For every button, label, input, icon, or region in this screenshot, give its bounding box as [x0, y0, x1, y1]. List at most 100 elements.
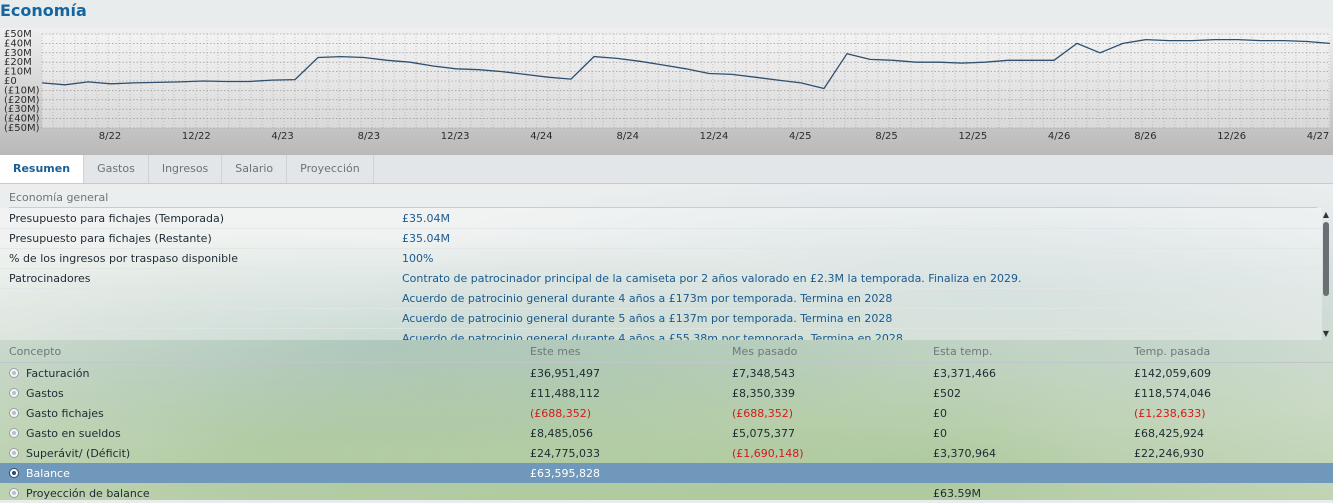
x-tick-label: 8/22 — [99, 131, 121, 142]
cell: £22,246,930 — [1134, 447, 1204, 460]
tab-salario[interactable]: Salario — [222, 155, 288, 183]
cell: £3,370,964 — [933, 447, 996, 460]
table-row-selected[interactable]: Balance £63,595,828 — [0, 463, 1333, 483]
tab-proyeccion[interactable]: Proyección — [287, 155, 374, 183]
x-tick-label: 8/23 — [358, 131, 380, 142]
tab-ingresos[interactable]: Ingresos — [149, 155, 223, 183]
row-label: Balance — [26, 467, 70, 480]
x-tick-label: 8/26 — [1134, 131, 1156, 142]
radio-icon[interactable] — [9, 428, 19, 438]
info-value: £35.04M — [402, 212, 450, 225]
vertical-scrollbar[interactable]: ▲ ▼ — [1319, 210, 1333, 338]
table-row[interactable]: Gastos £11,488,112 £8,350,339 £502 £118,… — [0, 383, 1333, 403]
info-value: 100% — [402, 252, 434, 265]
x-tick-label: 4/24 — [530, 131, 552, 142]
tab-bar: Resumen Gastos Ingresos Salario Proyecci… — [0, 155, 1333, 184]
cell: £0 — [933, 407, 947, 420]
info-label: % de los ingresos por traspaso disponibl… — [9, 252, 238, 265]
info-value: £35.04M — [402, 232, 450, 245]
balance-chart-svg: £50M£40M£30M£20M£10M£0(£10M)(£20M)(£30M)… — [0, 28, 1333, 155]
cell: £0 — [933, 427, 947, 440]
column-header[interactable]: Mes pasado — [732, 345, 798, 358]
x-tick-label: 4/23 — [271, 131, 293, 142]
cell: (£688,352) — [530, 407, 592, 420]
cell: £502 — [933, 387, 961, 400]
row-label: Proyección de balance — [26, 487, 150, 500]
column-header[interactable]: Concepto — [9, 345, 62, 358]
scroll-down-icon[interactable]: ▼ — [1322, 329, 1330, 338]
cell: (£1,690,148) — [732, 447, 804, 460]
section-heading: Economía general — [9, 191, 109, 204]
y-tick-label: £50M — [4, 29, 32, 40]
row-label: Gasto fichajes — [26, 407, 104, 420]
info-label: Patrocinadores — [9, 272, 91, 285]
info-row: Acuerdo de patrocinio general durante 4 … — [0, 328, 1322, 340]
radio-icon[interactable] — [9, 468, 19, 478]
balance-chart: £50M £40M £30M £20M £10M £0 (£10M) (£20M) (£30M)… — [0, 28, 1333, 155]
cell: (£688,352) — [732, 407, 794, 420]
x-tick-label: 8/25 — [875, 131, 897, 142]
cell: £36,951,497 — [530, 367, 600, 380]
sponsor-link[interactable]: Contrato de patrocinador principal de la… — [402, 272, 1022, 285]
y-tick-label: £10M — [4, 67, 32, 78]
cell: £11,488,112 — [530, 387, 600, 400]
x-tick-label: 12/25 — [958, 131, 987, 142]
info-row: Presupuesto para fichajes (Temporada) £3… — [0, 208, 1322, 229]
divider — [9, 207, 1317, 208]
column-header[interactable]: Este mes — [530, 345, 581, 358]
x-tick-label: 4/25 — [789, 131, 811, 142]
column-header[interactable]: Temp. pasada — [1134, 345, 1211, 358]
radio-icon[interactable] — [9, 408, 19, 418]
radio-icon[interactable] — [9, 488, 19, 498]
row-label: Facturación — [26, 367, 90, 380]
cell: £142,059,609 — [1134, 367, 1211, 380]
table-row[interactable]: Gasto en sueldos £8,485,056 £5,075,377 £… — [0, 423, 1333, 443]
x-tick-label: 8/24 — [616, 131, 638, 142]
row-label: Gastos — [26, 387, 64, 400]
sponsor-link[interactable]: Acuerdo de patrocinio general durante 4 … — [402, 332, 903, 340]
y-tick-label: £20M — [4, 57, 32, 68]
y-tick-label: £30M — [4, 48, 32, 59]
cell: £3,371,466 — [933, 367, 996, 380]
y-tick-label: (£30M) — [4, 104, 40, 115]
cell: £63,595,828 — [530, 467, 600, 480]
info-label: Presupuesto para fichajes (Temporada) — [9, 212, 225, 225]
table-row[interactable]: Superávit/ (Déficit) £24,775,033 (£1,690… — [0, 443, 1333, 463]
x-tick-label: 12/22 — [182, 131, 211, 142]
cell: £68,425,924 — [1134, 427, 1204, 440]
table-row[interactable]: Proyección de balance £63.59M — [0, 483, 1333, 503]
radio-icon[interactable] — [9, 448, 19, 458]
cell: £24,775,033 — [530, 447, 600, 460]
y-tick-label: £40M — [4, 38, 32, 49]
radio-icon[interactable] — [9, 368, 19, 378]
y-tick-label: (£40M) — [4, 114, 40, 125]
x-tick-label: 4/26 — [1048, 131, 1070, 142]
sponsor-link[interactable]: Acuerdo de patrocinio general durante 5 … — [402, 312, 893, 325]
y-tick-label: (£10M) — [4, 85, 40, 96]
info-row: Acuerdo de patrocinio general durante 5 … — [0, 308, 1322, 329]
series-line — [41, 38, 1331, 90]
row-label: Gasto en sueldos — [26, 427, 121, 440]
x-tick-label: 4/27 — [1307, 131, 1329, 142]
table-row[interactable]: Gasto fichajes (£688,352) (£688,352) £0 … — [0, 403, 1333, 423]
column-header[interactable]: Esta temp. — [933, 345, 993, 358]
tab-gastos[interactable]: Gastos — [84, 155, 149, 183]
scroll-up-icon[interactable]: ▲ — [1322, 210, 1330, 219]
table-row[interactable]: Facturación £36,951,497 £7,348,543 £3,37… — [0, 363, 1333, 383]
x-tick-label: 12/23 — [441, 131, 470, 142]
cell: £5,075,377 — [732, 427, 795, 440]
info-row: % de los ingresos por traspaso disponibl… — [0, 248, 1322, 269]
sponsor-link[interactable]: Acuerdo de patrocinio general durante 4 … — [402, 292, 893, 305]
y-tick-label: (£50M) — [4, 123, 40, 134]
general-economy-panel: Economía general Presupuesto para fichaj… — [0, 188, 1333, 340]
info-label: Presupuesto para fichajes (Restante) — [9, 232, 212, 245]
cell: £63.59M — [933, 487, 981, 500]
cell: £8,485,056 — [530, 427, 593, 440]
tab-resumen[interactable]: Resumen — [0, 155, 85, 183]
row-label: Superávit/ (Déficit) — [26, 447, 131, 460]
page-title: Economía — [0, 1, 87, 20]
scrollbar-thumb[interactable] — [1323, 222, 1329, 296]
cell: (£1,238,633) — [1134, 407, 1206, 420]
cell: £8,350,339 — [732, 387, 795, 400]
radio-icon[interactable] — [9, 388, 19, 398]
